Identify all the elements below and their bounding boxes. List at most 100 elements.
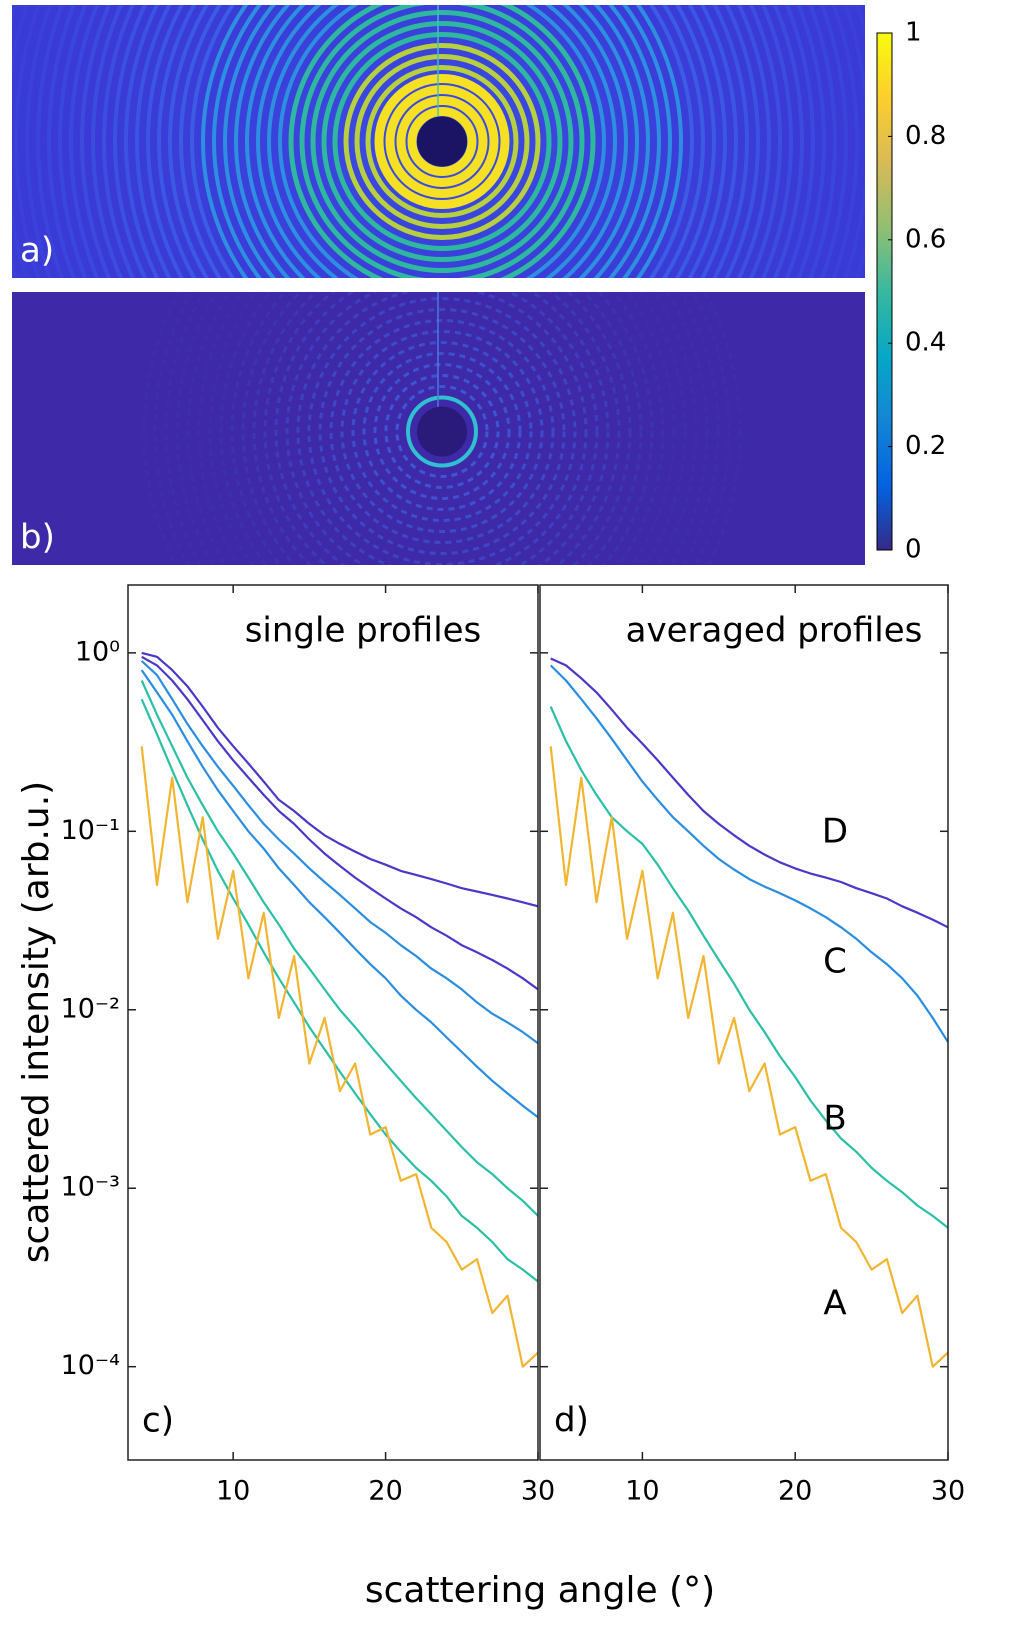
ring <box>80 5 804 278</box>
colorbar-tick-label: 0.8 <box>905 121 946 151</box>
ring <box>299 5 585 278</box>
diffraction-image <box>12 292 865 565</box>
profile-line <box>140 660 538 1045</box>
colorbar-tick-label: 0.2 <box>905 431 946 461</box>
x-tick-label: 30 <box>931 1476 965 1507</box>
ring <box>113 5 771 278</box>
ring <box>245 5 639 278</box>
series-label: A <box>823 1284 846 1324</box>
ring <box>219 292 665 565</box>
ring <box>374 74 510 209</box>
ring <box>142 292 742 565</box>
plot-area <box>540 585 948 1460</box>
ring <box>208 292 676 565</box>
plot-frame <box>127 584 539 1461</box>
ring <box>168 5 716 278</box>
colorbar-tick-label: 0.4 <box>905 328 946 358</box>
profile-line <box>141 651 538 908</box>
ring <box>263 292 621 565</box>
ring <box>340 330 544 533</box>
ring <box>201 5 683 278</box>
y-axis-label: scattered intensity (arb.u.) <box>16 781 57 1263</box>
beam-stop <box>417 116 467 167</box>
ring <box>406 395 478 468</box>
ring <box>373 363 511 500</box>
series-label: D <box>822 812 848 852</box>
x-tick-label: 20 <box>778 1476 812 1507</box>
plot-frame <box>539 584 949 1461</box>
ring <box>124 5 760 278</box>
ring <box>230 292 654 565</box>
colorbar-tick-label: 1 <box>905 18 922 48</box>
ring <box>354 54 530 229</box>
ring <box>274 292 610 565</box>
series-label: B <box>823 1099 846 1139</box>
ring <box>332 32 552 251</box>
ring <box>102 5 782 278</box>
ring <box>407 107 477 176</box>
y-tick-label: 10⁻² <box>61 993 120 1024</box>
ring <box>318 308 566 555</box>
panel-annotation: single profiles <box>245 611 482 651</box>
plot-lines <box>140 651 538 1368</box>
ring <box>223 5 661 278</box>
ring <box>197 292 687 565</box>
diffraction-image <box>12 5 865 278</box>
ring <box>362 352 522 511</box>
ring <box>179 5 705 278</box>
ring <box>321 21 563 262</box>
ring <box>288 5 596 278</box>
profile-line <box>141 655 538 991</box>
y-tick-label: 10⁻⁴ <box>61 1350 120 1381</box>
ring <box>307 297 577 565</box>
profile-line <box>549 664 948 1043</box>
panel-annotation: averaged profiles <box>626 611 923 651</box>
y-tick-label: 10⁻¹ <box>61 815 120 846</box>
ring <box>252 292 632 565</box>
profile-line <box>550 657 948 929</box>
x-tick-label: 10 <box>216 1476 250 1507</box>
ring <box>186 292 698 565</box>
ring <box>365 65 519 218</box>
ring <box>329 319 555 544</box>
colorbar-tick-label: 0 <box>905 535 922 565</box>
y-tick-label: 10⁻³ <box>61 1172 120 1203</box>
ring <box>241 292 643 565</box>
ring <box>285 292 599 565</box>
ring <box>25 5 859 278</box>
ring <box>91 5 793 278</box>
ring <box>267 5 617 278</box>
y-tick-label: 10⁰ <box>75 636 120 667</box>
x-tick-label: 10 <box>625 1476 659 1507</box>
ring <box>212 5 672 278</box>
ring <box>278 5 606 278</box>
panel-label: b) <box>20 518 55 558</box>
plot-area <box>128 585 538 1460</box>
ring <box>384 374 500 489</box>
ring <box>153 292 731 565</box>
colorbar <box>876 32 893 551</box>
ring <box>343 43 541 240</box>
ring <box>47 5 837 278</box>
ring <box>234 5 650 278</box>
ring <box>395 385 489 478</box>
ring <box>58 5 826 278</box>
panel-label: c) <box>142 1401 174 1441</box>
profile-line <box>140 669 538 1119</box>
ring <box>296 292 588 565</box>
profile-line <box>140 746 538 1368</box>
ring <box>310 10 574 273</box>
ring <box>351 341 533 522</box>
ring <box>164 292 720 565</box>
panel-label: d) <box>554 1401 589 1441</box>
panel-label: a) <box>20 231 54 271</box>
x-tick-label: 30 <box>521 1476 555 1507</box>
profile-line <box>140 680 538 1217</box>
x-tick-label: 20 <box>368 1476 402 1507</box>
beam-stop <box>417 406 467 457</box>
ring <box>135 5 749 278</box>
x-axis-label: scattering angle (°) <box>365 1570 715 1611</box>
ring <box>69 5 815 278</box>
